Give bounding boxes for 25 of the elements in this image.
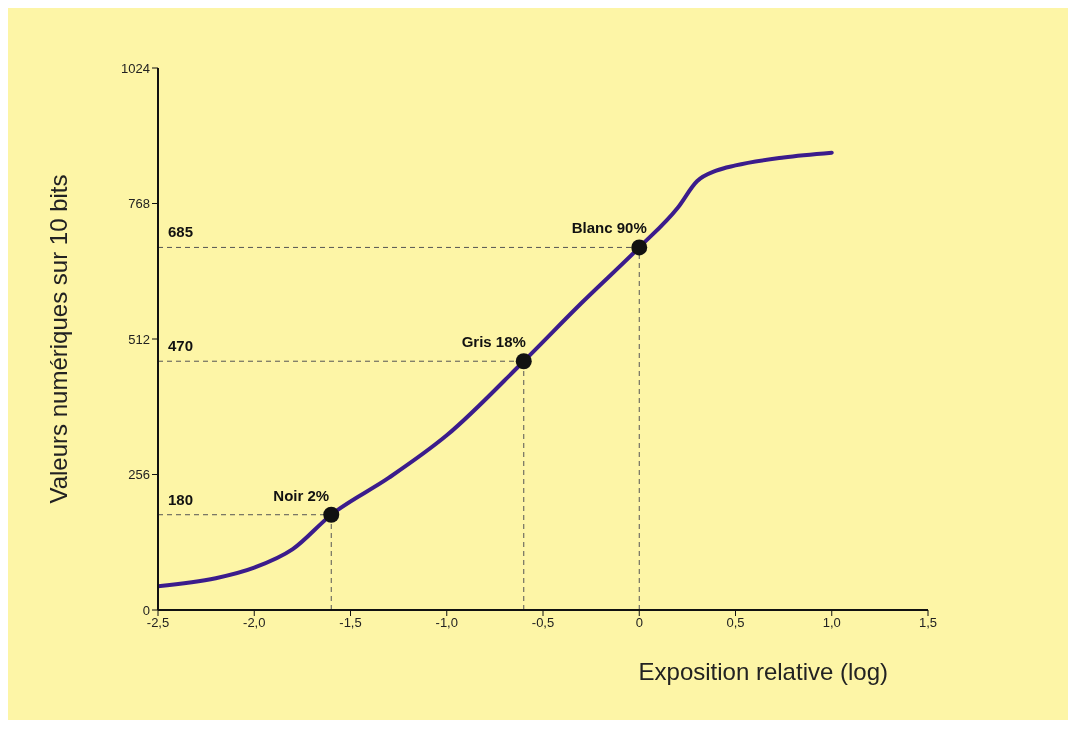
x-axis-title: Exposition relative (log) — [638, 658, 888, 685]
y-tick-label: 768 — [128, 196, 150, 212]
y-tick-label: 256 — [128, 467, 150, 483]
x-tick-label: -1,5 — [339, 615, 362, 631]
x-tick-label: 0,5 — [726, 615, 745, 631]
annotation: Blanc 90% — [571, 219, 647, 237]
annotation: Gris 18% — [461, 333, 526, 351]
ref-line-label: 180 — [168, 490, 194, 508]
y-tick-label: 0 — [142, 602, 150, 618]
x-tick-label: -0,5 — [531, 615, 555, 631]
point — [323, 506, 340, 523]
x-tick-label: -2,5 — [146, 615, 170, 631]
x-tick-label: -1,0 — [435, 615, 458, 631]
x-tick-label: 1,5 — [918, 615, 938, 631]
y-tick-label: 1024 — [121, 60, 150, 76]
ref-line-label: 470 — [168, 337, 194, 355]
x-tick-label: 0 — [635, 615, 643, 631]
point — [631, 239, 648, 256]
y-tick-label: 512 — [128, 331, 150, 347]
x-tick-label: 1,0 — [822, 615, 841, 631]
x-tick-label: -2,0 — [243, 615, 266, 631]
annotation: Noir 2% — [273, 486, 330, 504]
ref-line-label: 685 — [168, 223, 194, 241]
point — [515, 353, 532, 370]
y-axis-title: Valeurs numériques sur 10 bits — [44, 174, 72, 504]
